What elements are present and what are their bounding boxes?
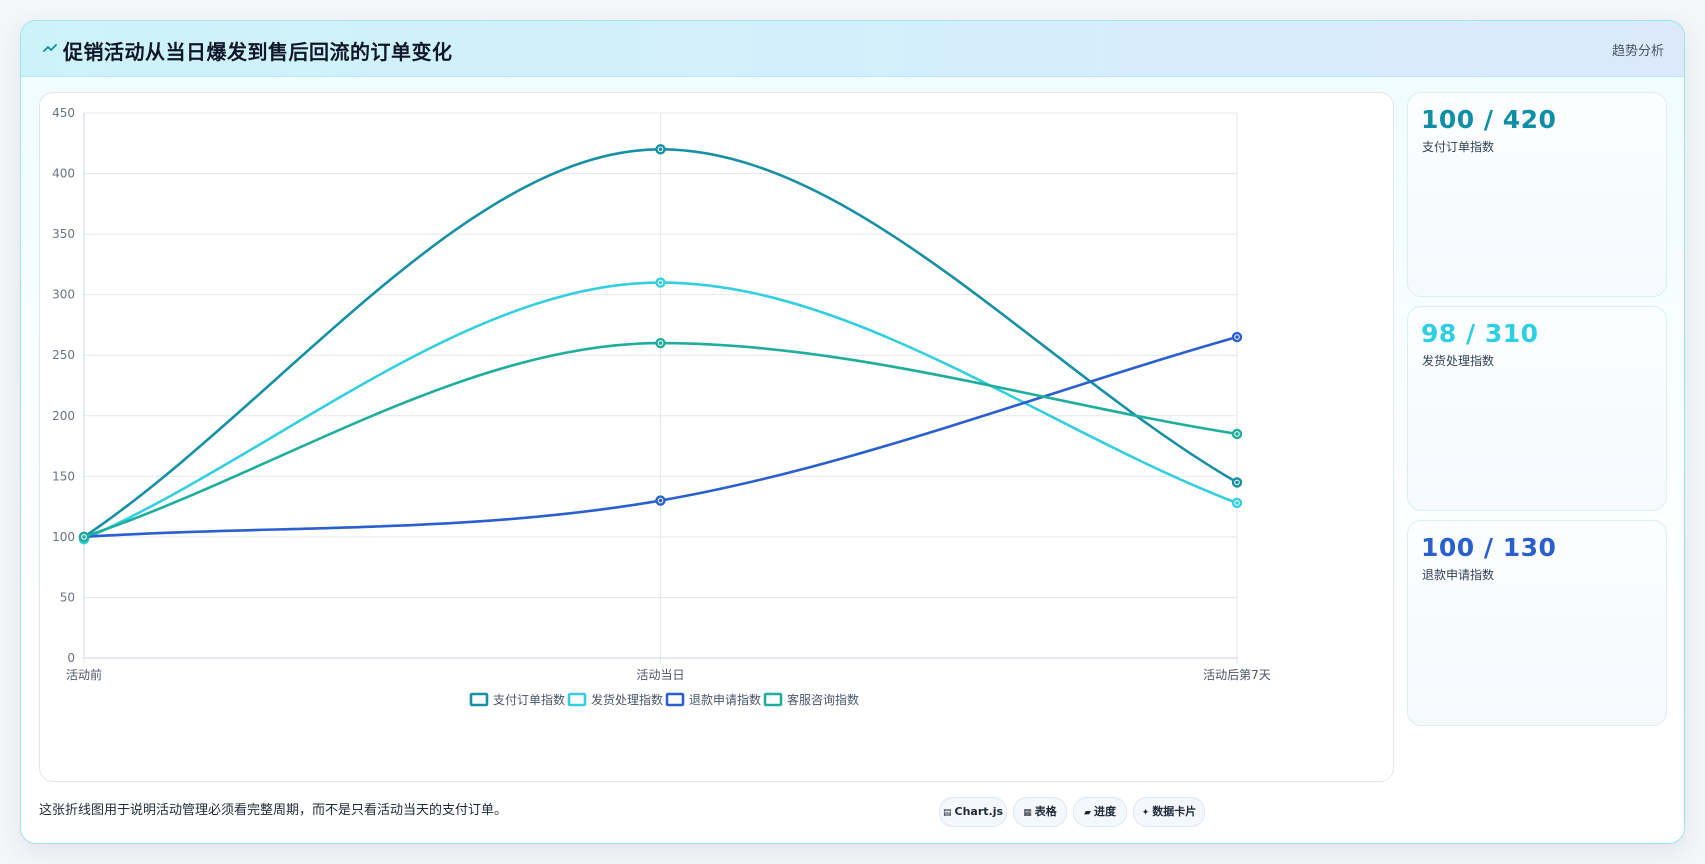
data-point-center [658,280,663,285]
legend-label: 客服咨询指数 [787,692,859,707]
x-tick-label: 活动前 [66,667,102,682]
stat-label: 发货处理指数 [1422,354,1495,368]
y-tick-label: 200 [52,409,75,423]
data-point-center [1235,335,1239,339]
legend-label: 支付订单指数 [493,692,565,707]
legend-swatch [665,692,685,707]
trend-analysis-tag: 趋势分析 [1611,44,1664,59]
legend-label: 退款申请指数 [689,692,761,707]
data-point-center [1235,480,1239,485]
table-icon: ▦ [1023,808,1032,818]
chartjs-button[interactable]: ▤ Chart.js [939,797,1007,827]
legend-swatch [469,692,489,707]
legend-swatch [567,692,587,707]
panel-header: 促销活动从当日爆发到售后回流的订单变化 趋势分析 [21,21,1684,77]
page-title: 促销活动从当日爆发到售后回流的订单变化 [63,40,453,64]
stat-card-refund: 100 / 130 退款申请指数 [1407,520,1667,726]
y-tick-label: 50 [60,590,75,604]
data-point-center [1235,501,1239,505]
y-tick-label: 100 [52,530,75,544]
trend-line-icon [43,44,57,52]
y-tick-label: 150 [52,469,75,483]
stat-value: 100 / 420 [1421,105,1557,134]
stat-card-shipping: 98 / 310 发货处理指数 [1407,306,1667,511]
table-button[interactable]: ▦ 表格 [1013,797,1067,827]
line-chart: 0 50 100 150 200 250 300 350 400 450 活动前 活动当日 活动后第7天… [52,106,1271,707]
chart-icon: ▤ [942,808,952,818]
data-point-center [658,147,663,152]
data-point-center [658,498,663,503]
chart-caption: 这张折线图用于说明活动管理必须看完整周期，而不是只看活动当天的支付订单。 [39,803,508,818]
stat-label: 支付订单指数 [1422,140,1495,154]
button-label: Chart.js [954,805,1004,818]
data-point-center [82,535,86,539]
progress-button[interactable]: ▰ 进度 [1073,797,1127,827]
x-tick-label: 活动后第7天 [1203,668,1271,682]
button-label: 表格 [1034,805,1057,818]
data-point-center [1235,432,1239,436]
y-tick-label: 250 [52,348,75,362]
x-tick-label: 活动当日 [636,668,684,682]
stat-card-paid-orders: 100 / 420 支付订单指数 [1407,92,1667,297]
data-point-center [658,341,663,345]
dashboard-panel: 促销活动从当日爆发到售后回流的订单变化 趋势分析 0 50 100 150 200 250… [20,20,1685,844]
legend-swatch [763,692,783,707]
stat-label: 退款申请指数 [1422,568,1495,582]
y-tick-label: 450 [52,106,75,120]
stat-value: 98 / 310 [1421,319,1539,348]
stat-value: 100 / 130 [1421,533,1557,562]
y-tick-label: 0 [67,651,75,665]
y-tick-label: 400 [52,167,75,181]
y-tick-label: 300 [52,288,75,302]
button-label: 数据卡片 [1152,805,1197,818]
card-icon: ✦ [1141,808,1150,818]
legend-label: 发货处理指数 [591,692,663,707]
y-tick-label: 350 [52,227,75,241]
data-card-button[interactable]: ✦ 数据卡片 [1133,797,1205,827]
button-label: 进度 [1093,805,1116,818]
progress-icon: ▰ [1084,808,1091,818]
chart-card: 0 50 100 150 200 250 300 350 400 450 活动前 活动当日 活动后第7天… [39,92,1394,782]
